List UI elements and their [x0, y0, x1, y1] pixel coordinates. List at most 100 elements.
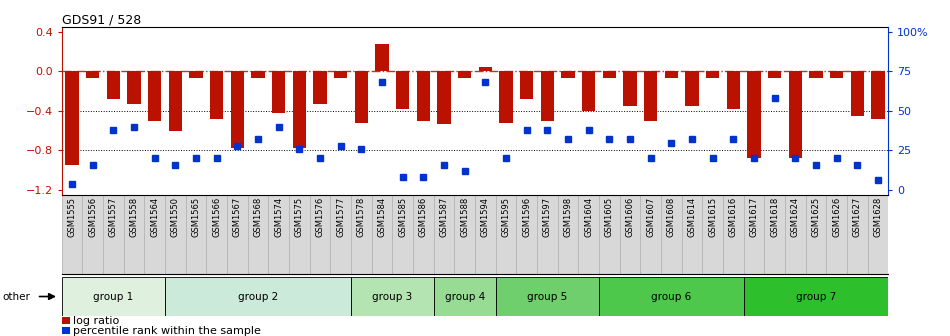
Bar: [331, 195, 352, 274]
Text: GSM1627: GSM1627: [853, 197, 862, 238]
Text: group 5: group 5: [527, 292, 567, 301]
Bar: [619, 195, 640, 274]
Text: GSM1568: GSM1568: [254, 197, 262, 238]
Bar: [437, 71, 450, 124]
Bar: [417, 71, 430, 121]
Text: GSM1596: GSM1596: [522, 197, 531, 237]
Text: GSM1615: GSM1615: [708, 197, 717, 237]
Bar: [433, 277, 496, 316]
Bar: [433, 195, 454, 274]
Bar: [537, 195, 558, 274]
Text: group 6: group 6: [651, 292, 692, 301]
Bar: [206, 195, 227, 274]
Text: GSM1556: GSM1556: [88, 197, 97, 237]
Text: GSM1626: GSM1626: [832, 197, 841, 238]
Text: GSM1618: GSM1618: [770, 197, 779, 238]
Text: GSM1604: GSM1604: [584, 197, 593, 237]
Bar: [392, 195, 413, 274]
Text: GSM1574: GSM1574: [275, 197, 283, 237]
Bar: [744, 195, 764, 274]
Bar: [682, 195, 702, 274]
Bar: [458, 71, 471, 78]
Text: GDS91 / 528: GDS91 / 528: [62, 13, 141, 27]
Text: GSM1577: GSM1577: [336, 197, 345, 238]
Bar: [293, 71, 306, 149]
Text: GSM1578: GSM1578: [357, 197, 366, 238]
Bar: [806, 195, 826, 274]
Text: GSM1565: GSM1565: [192, 197, 200, 237]
Bar: [871, 71, 884, 119]
Text: GSM1588: GSM1588: [460, 197, 469, 238]
Bar: [352, 277, 434, 316]
Bar: [86, 71, 100, 78]
Bar: [165, 277, 352, 316]
Bar: [396, 71, 409, 109]
Text: GSM1625: GSM1625: [811, 197, 821, 237]
Bar: [788, 71, 802, 158]
Bar: [310, 195, 331, 274]
Text: GSM1616: GSM1616: [729, 197, 738, 238]
Bar: [850, 71, 864, 116]
Bar: [165, 195, 185, 274]
Text: GSM1598: GSM1598: [563, 197, 573, 237]
Text: group 7: group 7: [796, 292, 836, 301]
Bar: [352, 195, 371, 274]
Bar: [148, 71, 162, 121]
Text: GSM1614: GSM1614: [688, 197, 696, 237]
Bar: [517, 195, 537, 274]
Bar: [826, 195, 847, 274]
Text: group 2: group 2: [238, 292, 278, 301]
Bar: [454, 195, 475, 274]
Bar: [83, 195, 103, 274]
Text: GSM1586: GSM1586: [419, 197, 428, 238]
Bar: [169, 71, 182, 131]
Text: GSM1567: GSM1567: [233, 197, 242, 238]
Text: log ratio: log ratio: [73, 316, 120, 326]
Bar: [314, 71, 327, 104]
Bar: [124, 195, 144, 274]
Text: GSM1566: GSM1566: [212, 197, 221, 238]
Bar: [661, 195, 682, 274]
Text: GSM1564: GSM1564: [150, 197, 160, 237]
Bar: [764, 195, 785, 274]
Bar: [748, 71, 761, 158]
Bar: [640, 195, 661, 274]
Text: GSM1617: GSM1617: [750, 197, 758, 238]
Bar: [186, 195, 206, 274]
Bar: [582, 71, 596, 111]
Bar: [189, 71, 202, 78]
Bar: [231, 71, 244, 149]
Bar: [268, 195, 289, 274]
Bar: [579, 195, 599, 274]
Bar: [602, 71, 616, 78]
Text: other: other: [3, 292, 30, 301]
Bar: [375, 44, 389, 71]
Bar: [685, 71, 698, 106]
Text: GSM1575: GSM1575: [294, 197, 304, 237]
Bar: [665, 71, 678, 78]
Bar: [62, 327, 70, 334]
Bar: [103, 195, 124, 274]
Text: GSM1606: GSM1606: [625, 197, 635, 238]
Bar: [702, 195, 723, 274]
Text: GSM1558: GSM1558: [129, 197, 139, 237]
Bar: [644, 71, 657, 121]
Text: group 3: group 3: [372, 292, 412, 301]
Text: GSM1607: GSM1607: [646, 197, 655, 238]
Text: GSM1628: GSM1628: [873, 197, 883, 238]
Text: GSM1587: GSM1587: [440, 197, 448, 238]
Bar: [62, 195, 83, 274]
Bar: [785, 195, 806, 274]
Bar: [599, 195, 619, 274]
Bar: [62, 277, 165, 316]
Bar: [623, 71, 636, 106]
Text: GSM1550: GSM1550: [171, 197, 180, 237]
Text: GSM1605: GSM1605: [605, 197, 614, 237]
Bar: [252, 71, 265, 78]
Bar: [496, 195, 517, 274]
Bar: [210, 71, 223, 119]
Bar: [706, 71, 719, 78]
Text: GSM1624: GSM1624: [790, 197, 800, 237]
Bar: [558, 195, 579, 274]
Bar: [248, 195, 269, 274]
